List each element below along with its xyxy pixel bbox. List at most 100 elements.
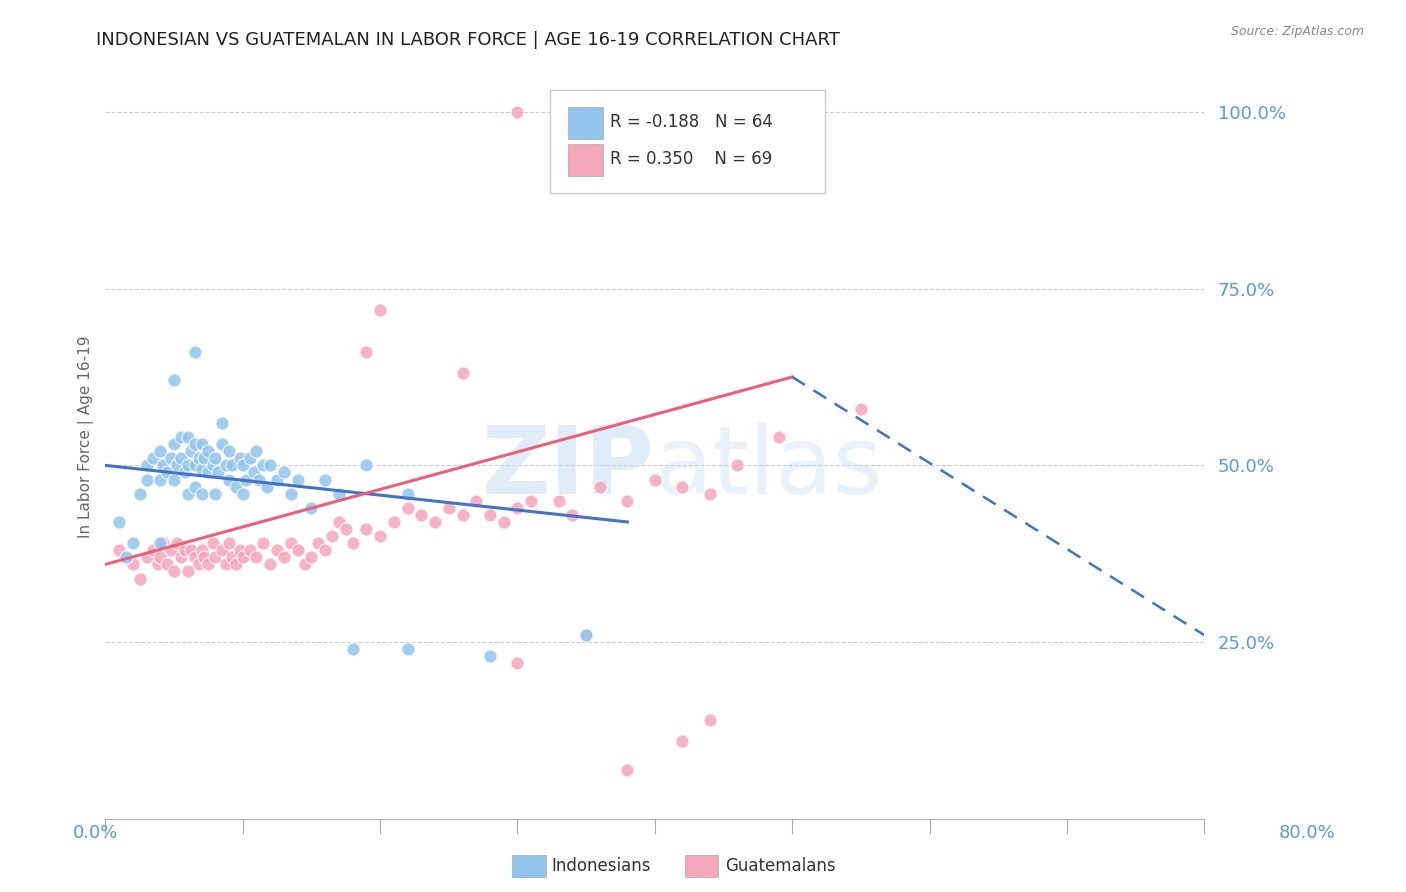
FancyBboxPatch shape xyxy=(568,107,603,139)
Point xyxy=(411,508,433,522)
Point xyxy=(239,543,262,558)
Point xyxy=(699,486,721,500)
Point xyxy=(644,473,666,487)
Point xyxy=(183,437,205,451)
Point xyxy=(239,451,262,466)
Point xyxy=(218,444,240,458)
Point xyxy=(506,104,529,119)
Text: Guatemalans: Guatemalans xyxy=(725,857,837,875)
Point xyxy=(465,493,488,508)
Y-axis label: In Labor Force | Age 16-19: In Labor Force | Age 16-19 xyxy=(79,335,94,539)
Point xyxy=(235,473,257,487)
Point xyxy=(156,466,179,480)
Point xyxy=(135,458,157,473)
Point xyxy=(211,416,233,430)
Point xyxy=(201,536,224,550)
Point xyxy=(163,473,186,487)
Point xyxy=(314,473,336,487)
Point xyxy=(170,430,193,444)
Point xyxy=(121,536,143,550)
Point xyxy=(520,493,543,508)
Point xyxy=(280,536,302,550)
Point xyxy=(725,458,748,473)
Point xyxy=(451,367,474,381)
Point xyxy=(142,451,165,466)
Point xyxy=(163,374,186,388)
Point xyxy=(215,558,238,572)
Point xyxy=(149,444,172,458)
Point xyxy=(229,543,252,558)
Point xyxy=(183,550,205,565)
Point xyxy=(451,508,474,522)
Point xyxy=(301,550,323,565)
Point xyxy=(177,430,200,444)
Point xyxy=(207,466,229,480)
Point xyxy=(135,550,157,565)
Point xyxy=(204,550,226,565)
Point xyxy=(252,458,274,473)
Point xyxy=(301,500,323,515)
Point xyxy=(437,500,460,515)
Point xyxy=(211,437,233,451)
Point xyxy=(149,536,172,550)
Point xyxy=(273,550,295,565)
Point xyxy=(177,565,200,579)
Point xyxy=(294,558,316,572)
Point xyxy=(575,628,598,642)
Point xyxy=(561,508,583,522)
Point xyxy=(266,473,288,487)
Point xyxy=(589,480,612,494)
Point xyxy=(266,543,288,558)
Point xyxy=(506,657,529,671)
FancyBboxPatch shape xyxy=(551,89,825,193)
Point xyxy=(356,345,378,359)
Point xyxy=(170,451,193,466)
Point xyxy=(197,466,219,480)
Point xyxy=(160,543,183,558)
Text: 80.0%: 80.0% xyxy=(1279,824,1336,842)
Point xyxy=(152,458,174,473)
Point xyxy=(160,451,183,466)
Point xyxy=(335,522,357,536)
Text: Source: ZipAtlas.com: Source: ZipAtlas.com xyxy=(1230,25,1364,38)
Point xyxy=(328,515,350,529)
Point xyxy=(187,558,209,572)
FancyBboxPatch shape xyxy=(568,144,603,176)
Point xyxy=(221,458,243,473)
Point xyxy=(146,558,169,572)
Point xyxy=(204,486,226,500)
Point xyxy=(201,458,224,473)
Point xyxy=(225,480,247,494)
Point xyxy=(849,401,872,416)
Point xyxy=(170,550,193,565)
Point xyxy=(242,466,264,480)
Point xyxy=(232,458,254,473)
Text: atlas: atlas xyxy=(655,422,883,514)
Point xyxy=(218,473,240,487)
Point xyxy=(356,458,378,473)
Point xyxy=(156,558,179,572)
Point xyxy=(197,444,219,458)
Point xyxy=(256,480,278,494)
Point xyxy=(287,543,309,558)
Point xyxy=(423,515,446,529)
Point xyxy=(183,458,205,473)
Point xyxy=(218,536,240,550)
Point xyxy=(190,462,212,476)
Point xyxy=(232,486,254,500)
Point xyxy=(321,529,343,543)
Point xyxy=(163,565,186,579)
Point xyxy=(174,466,197,480)
Point xyxy=(221,550,243,565)
Point xyxy=(180,543,202,558)
Point xyxy=(174,543,197,558)
Point xyxy=(396,486,419,500)
Point xyxy=(190,543,212,558)
Point xyxy=(252,536,274,550)
Point xyxy=(215,458,238,473)
Point xyxy=(506,500,529,515)
Text: Indonesians: Indonesians xyxy=(551,857,651,875)
Point xyxy=(328,486,350,500)
Point xyxy=(197,558,219,572)
Point xyxy=(225,558,247,572)
